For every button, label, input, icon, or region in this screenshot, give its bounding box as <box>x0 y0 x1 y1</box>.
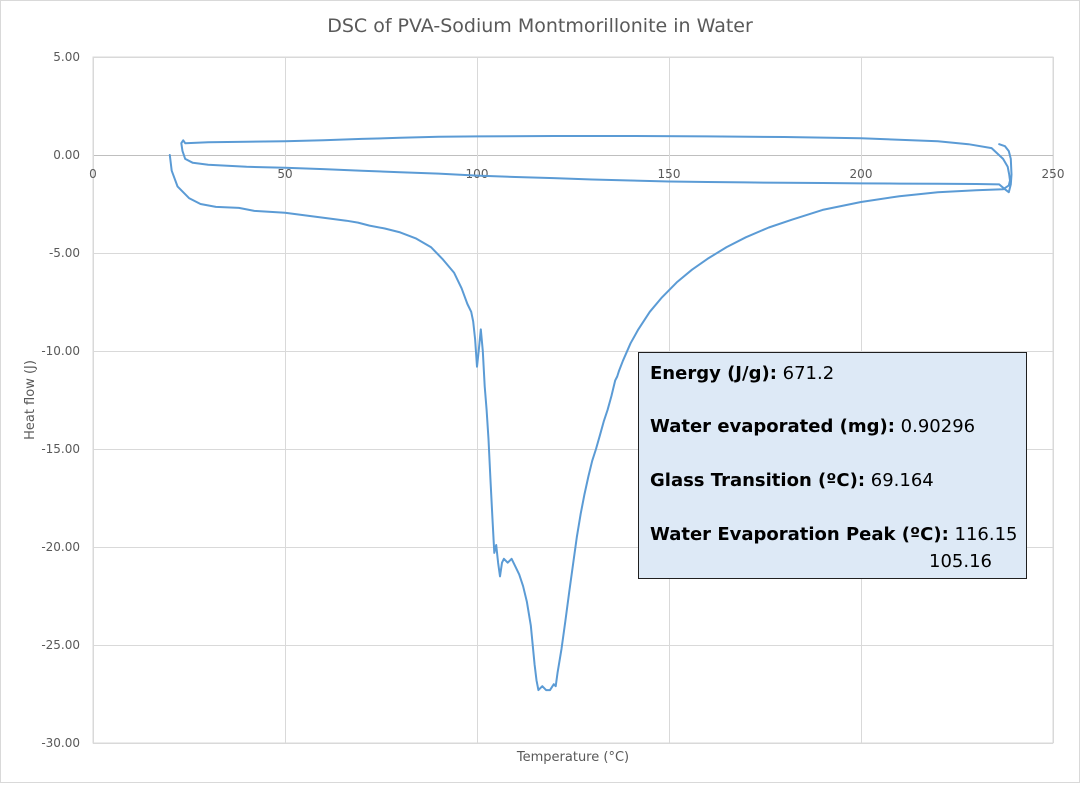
x-tick-label: 250 <box>1042 167 1065 181</box>
energy-value: 671.2 <box>782 363 835 384</box>
evaporation-peak-value: 116.15 <box>954 524 1018 545</box>
y-tick-label: -15.00 <box>41 442 80 456</box>
energy-line: Energy (J/g): 671.2 <box>650 363 834 384</box>
glass-transition-value: 69.164 <box>870 470 934 491</box>
y-tick-label: 0.00 <box>53 148 80 162</box>
water-evaporated-label: Water evaporated (mg): <box>650 416 895 437</box>
y-tick-label: -25.00 <box>41 638 80 652</box>
evaporation-peak-label: Water Evaporation Peak (ºC): <box>650 524 949 545</box>
heat-flow-line <box>168 135 1013 692</box>
grid-lines <box>92 56 1054 744</box>
y-tick-label: -10.00 <box>41 344 80 358</box>
x-tick-labels: 0 50 100 150 200 250 <box>89 167 1064 181</box>
water-evaporated-value: 0.90296 <box>900 416 976 437</box>
x-tick-label: 100 <box>466 167 489 181</box>
evaporation-peak-line: Water Evaporation Peak (ºC): 116.15 <box>650 524 1018 545</box>
y-tick-label: -30.00 <box>41 736 80 750</box>
y-tick-label: 5.00 <box>53 50 80 64</box>
glass-transition-label: Glass Transition (ºC): <box>650 470 866 491</box>
x-tick-label: 200 <box>850 167 873 181</box>
y-axis-label: Heat flow (J) <box>23 360 38 440</box>
y-tick-labels: 5.00 0.00 -5.00 -10.00 -15.00 -20.00 -25.00 -30… <box>41 50 80 750</box>
evaporation-peak-value-2: 105.16 <box>929 551 992 572</box>
x-tick-label: 50 <box>277 167 292 181</box>
x-tick-label: 0 <box>89 167 97 181</box>
chart-title: DSC of PVA-Sodium Montmorillonite in Wat… <box>327 15 753 37</box>
glass-transition-line: Glass Transition (ºC): 69.164 <box>650 470 934 491</box>
y-tick-label: -5.00 <box>49 246 80 260</box>
x-axis-label: Temperature (°C) <box>516 750 629 765</box>
x-tick-label: 150 <box>658 167 681 181</box>
water-evaporated-line: Water evaporated (mg): 0.90296 <box>650 416 975 437</box>
energy-label: Energy (J/g): <box>650 363 777 384</box>
results-annotation-box: Energy (J/g): 671.2 Water evaporated (mg… <box>638 352 1027 579</box>
y-tick-label: -20.00 <box>41 540 80 554</box>
